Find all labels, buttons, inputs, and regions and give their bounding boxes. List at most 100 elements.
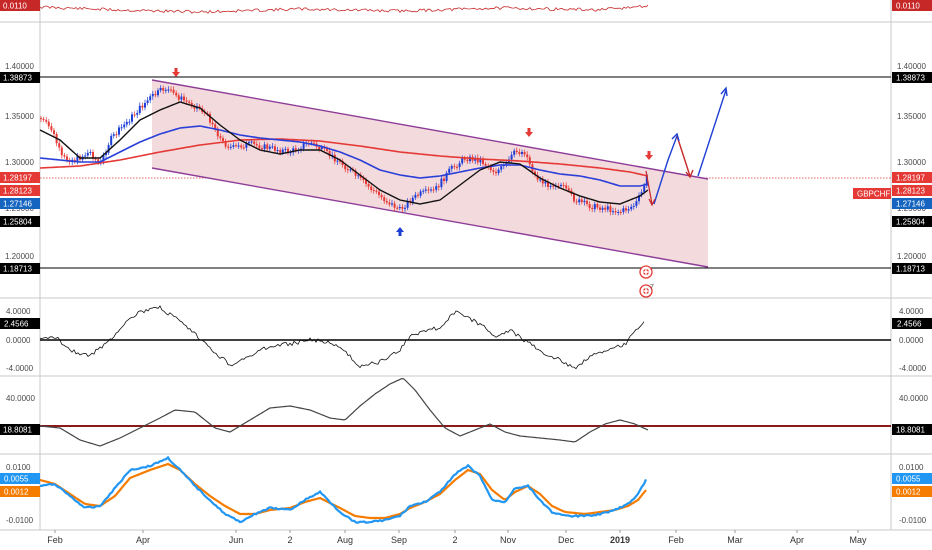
candle-body bbox=[167, 89, 170, 91]
candle-body bbox=[318, 146, 321, 150]
oscillator-pane-3[interactable]: 0.0100 0.0100-0.0100 -0.0100 0.0055 0.00550… bbox=[0, 455, 932, 525]
candle-body bbox=[380, 194, 383, 198]
candle-body bbox=[86, 152, 89, 156]
price-tag-right: 1.25804 bbox=[896, 218, 925, 227]
candle-body bbox=[391, 203, 393, 205]
candle-body bbox=[328, 150, 331, 157]
price-tag-left: 1.28123 bbox=[3, 187, 32, 196]
osc1-value-tag-left-text: 2.4566 bbox=[4, 320, 29, 329]
candle-body bbox=[219, 136, 222, 139]
candle-body bbox=[45, 120, 48, 122]
candle-body bbox=[565, 185, 568, 189]
candle-body bbox=[76, 156, 79, 162]
top-indicator-pane[interactable]: 0.0110 0.0110 bbox=[0, 0, 932, 14]
candle-body bbox=[505, 162, 508, 166]
candle-body bbox=[372, 189, 375, 191]
time-axis-label: Dec bbox=[558, 535, 575, 545]
candle-body bbox=[216, 128, 219, 137]
price-tag-right-bg bbox=[892, 72, 932, 83]
candle-body bbox=[458, 163, 461, 168]
price-tag-right-bg bbox=[892, 172, 932, 183]
time-axis-label: 2 bbox=[452, 535, 457, 545]
candle-body bbox=[190, 103, 193, 107]
candle-body bbox=[404, 207, 406, 209]
projection-path-blue-2[interactable] bbox=[697, 89, 727, 177]
candle-body bbox=[133, 114, 136, 116]
osc3-tag-left: 0.0012 bbox=[4, 488, 29, 497]
candle-body bbox=[521, 152, 523, 155]
candle-body bbox=[232, 145, 235, 147]
candle-body bbox=[84, 155, 87, 157]
candle-body bbox=[552, 185, 555, 187]
event-badge-icon[interactable]: 7 bbox=[639, 284, 654, 298]
candle-body bbox=[604, 207, 607, 210]
candle-body bbox=[378, 191, 380, 195]
candle-body bbox=[625, 208, 627, 211]
channel-lower-line[interactable] bbox=[151, 167, 709, 268]
regression-channel[interactable] bbox=[152, 80, 708, 267]
candle-body bbox=[66, 156, 68, 160]
event-badge-count: 7 bbox=[650, 284, 654, 291]
candle-body bbox=[536, 175, 539, 180]
candle-body bbox=[172, 89, 175, 93]
candle-body bbox=[211, 122, 214, 125]
osc2-value-tag-left-text: 18.8081 bbox=[3, 426, 32, 435]
projection-path-blue[interactable] bbox=[653, 135, 678, 205]
candle-body bbox=[284, 148, 287, 150]
candle-body bbox=[302, 143, 305, 149]
oscillator-pane-1[interactable]: 4.0000 4.0000 0.0000 0.0000 -4.0000 -4.0000 2… bbox=[0, 305, 932, 373]
candle-body bbox=[193, 106, 196, 109]
candle-body bbox=[53, 130, 55, 135]
candle-body bbox=[612, 211, 614, 213]
osc2-tick-left: 40.0000 bbox=[6, 394, 35, 403]
time-axis-label: Feb bbox=[47, 535, 63, 545]
candle-body bbox=[227, 146, 230, 148]
candle-body bbox=[419, 191, 422, 196]
candle-body bbox=[123, 124, 126, 128]
candle-body bbox=[599, 207, 601, 210]
candle-body bbox=[398, 206, 401, 209]
osc1-axis: 4.0000 4.0000 0.0000 0.0000 -4.0000 -4.0000 bbox=[6, 307, 927, 373]
candle-body bbox=[411, 197, 414, 203]
oscillator-pane-2[interactable]: 40.0000 40.0000 18.8081 18.8081 bbox=[0, 377, 932, 447]
osc3-tag-right-bg bbox=[892, 486, 932, 497]
candle-body bbox=[443, 178, 445, 181]
candle-body bbox=[185, 100, 188, 102]
time-axis[interactable]: Feb Apr Jun 2 Aug Sep 2 Nov Dec 2019 Feb Mar Apr May bbox=[47, 530, 867, 545]
candle-body bbox=[289, 152, 292, 154]
osc3-tags: 0.0055 0.0055 0.0012 0.0012 bbox=[0, 473, 932, 497]
projection-path-red-2[interactable] bbox=[645, 170, 653, 205]
candle-body bbox=[461, 158, 464, 164]
candle-body bbox=[450, 166, 453, 169]
candle-body bbox=[279, 150, 282, 153]
price-tag-left-bg bbox=[0, 72, 40, 83]
arrowhead-icon bbox=[648, 86, 728, 207]
osc1-value-tag-left: 2.4566 bbox=[0, 318, 40, 329]
candle-body bbox=[138, 105, 141, 113]
candle-body bbox=[170, 89, 172, 91]
candle-body bbox=[547, 181, 549, 187]
osc3-tag-left-bg bbox=[0, 473, 40, 484]
event-badge-icon[interactable] bbox=[639, 265, 653, 279]
candle-body bbox=[162, 87, 165, 91]
osc1-value-tag-right-text: 2.4566 bbox=[897, 320, 922, 329]
candle-body bbox=[388, 202, 391, 205]
candle-body bbox=[401, 206, 404, 209]
osc1-tick-right: 0.0000 bbox=[899, 336, 924, 345]
osc1-line bbox=[39, 305, 645, 370]
candle-body bbox=[326, 148, 328, 151]
candle-body bbox=[112, 134, 115, 136]
candle-body bbox=[248, 141, 250, 144]
price-pane[interactable]: 7 1.400001.350001.300001.250001.200001.4… bbox=[0, 62, 932, 298]
candle-body bbox=[58, 143, 61, 148]
candle-body bbox=[357, 175, 360, 177]
candle-body bbox=[445, 172, 448, 181]
candle-body bbox=[370, 186, 373, 190]
osc3-tag-right: 0.0012 bbox=[896, 488, 921, 497]
candle-body bbox=[560, 184, 562, 187]
candle-body bbox=[349, 169, 352, 171]
channel-upper-line[interactable] bbox=[151, 79, 709, 180]
projection-path-red[interactable] bbox=[676, 135, 691, 177]
candle-body bbox=[177, 95, 180, 100]
